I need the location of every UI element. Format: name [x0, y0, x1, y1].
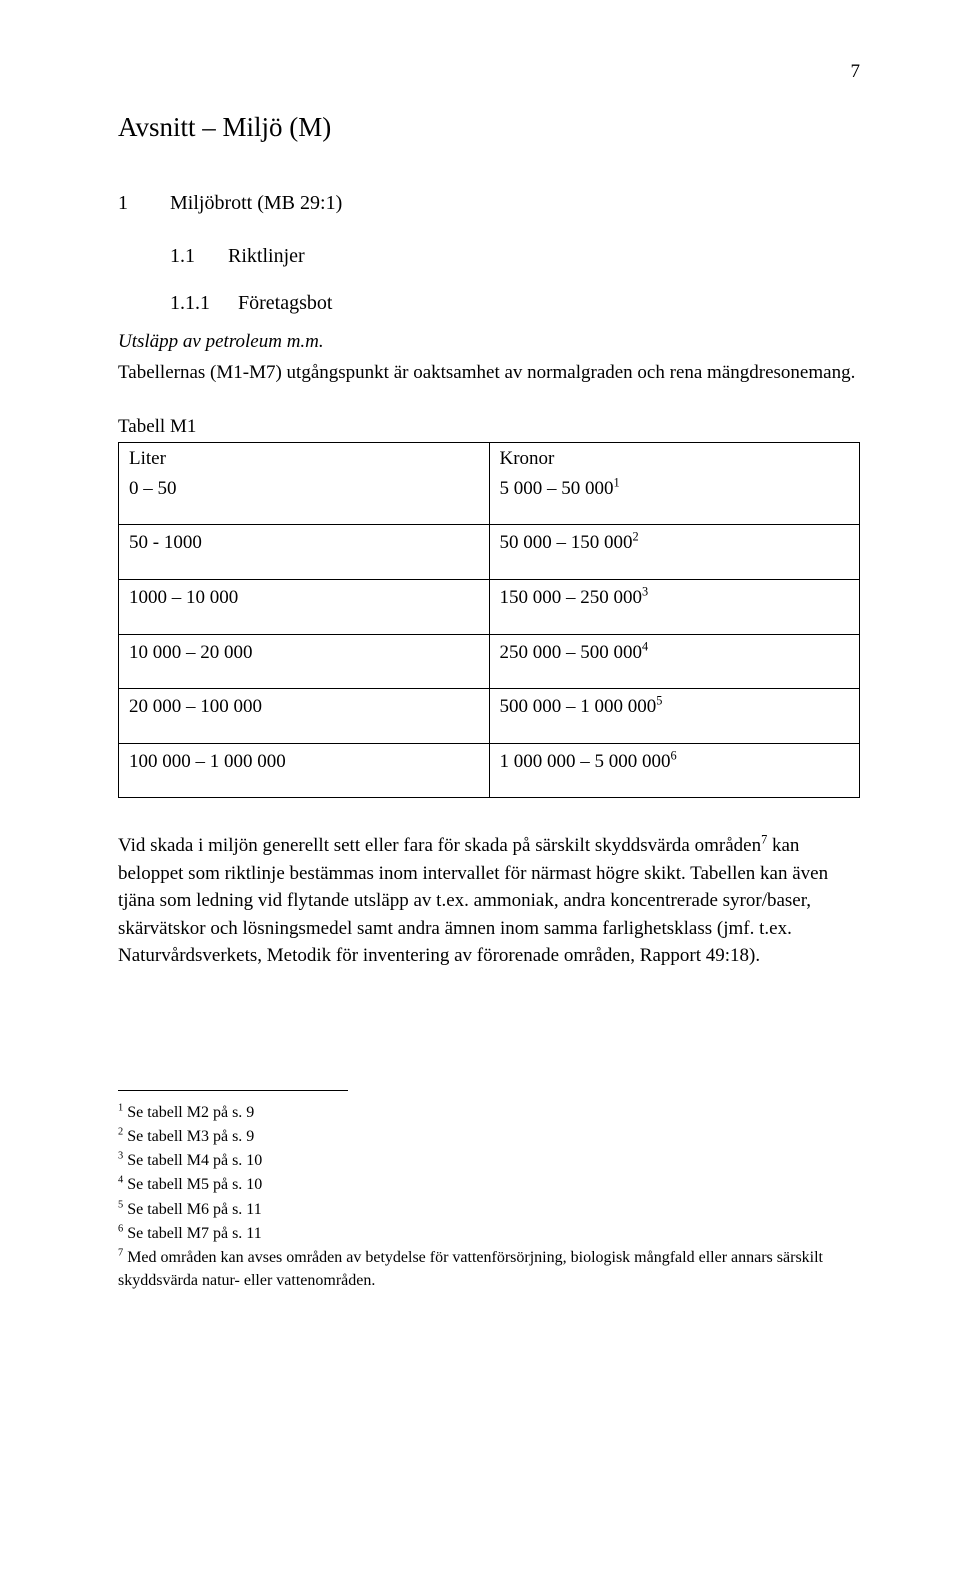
table-header-right: Kronor [489, 443, 860, 475]
table-cell-left: 10 000 – 20 000 [119, 634, 490, 689]
table-cell-left: 20 000 – 100 000 [119, 689, 490, 744]
intro-paragraph: Tabellernas (M1-M7) utgångspunkt är oakt… [118, 359, 860, 387]
footnote-item: 3 Se tabell M4 på s. 10 [118, 1149, 860, 1172]
heading-2-text: Riktlinjer [228, 245, 305, 267]
footnotes: 1 Se tabell M2 på s. 92 Se tabell M3 på … [118, 1101, 860, 1293]
heading-3-num: 1.1.1 [170, 289, 238, 318]
table-cell-right: 250 000 – 500 0004 [489, 634, 860, 689]
table-cell-right: 150 000 – 250 0003 [489, 579, 860, 634]
heading-3-text: Företagsbot [238, 292, 332, 314]
body-paragraph: Vid skada i miljön generellt sett eller … [118, 832, 860, 970]
table-cell-left: 1000 – 10 000 [119, 579, 490, 634]
table-cell-right: 50 000 – 150 0002 [489, 525, 860, 580]
italic-subheading: Utsläpp av petroleum m.m. [118, 328, 860, 356]
footnote-item: 2 Se tabell M3 på s. 9 [118, 1125, 860, 1148]
table-cell-right: 1 000 000 – 5 000 0006 [489, 743, 860, 798]
table-cell-left: 50 - 1000 [119, 525, 490, 580]
heading-1-num: 1 [118, 189, 170, 218]
footnote-item: 5 Se tabell M6 på s. 11 [118, 1198, 860, 1221]
table-cell-right: 5 000 – 50 0001 [489, 475, 860, 525]
section-title: Avsnitt – Miljö (M) [118, 108, 860, 147]
table-cell-right: 500 000 – 1 000 0005 [489, 689, 860, 744]
heading-1: 1Miljöbrott (MB 29:1) [118, 189, 860, 218]
heading-3: 1.1.1Företagsbot [170, 289, 860, 318]
table-caption: Tabell M1 [118, 413, 860, 441]
table-header-left: Liter [119, 443, 490, 475]
table-m1: LiterKronor0 – 505 000 – 50 000150 - 100… [118, 442, 860, 798]
table-cell-left: 100 000 – 1 000 000 [119, 743, 490, 798]
heading-1-text: Miljöbrott (MB 29:1) [170, 192, 342, 214]
footnote-item: 6 Se tabell M7 på s. 11 [118, 1222, 860, 1245]
table-cell-left: 0 – 50 [119, 475, 490, 525]
heading-2: 1.1Riktlinjer [170, 242, 860, 271]
footnote-rule [118, 1090, 348, 1091]
footnote-item: 1 Se tabell M2 på s. 9 [118, 1101, 860, 1124]
footnote-item: 4 Se tabell M5 på s. 10 [118, 1173, 860, 1196]
footnote-item: 7 Med områden kan avses områden av betyd… [118, 1246, 860, 1292]
heading-2-num: 1.1 [170, 242, 228, 271]
page-number: 7 [118, 58, 860, 86]
